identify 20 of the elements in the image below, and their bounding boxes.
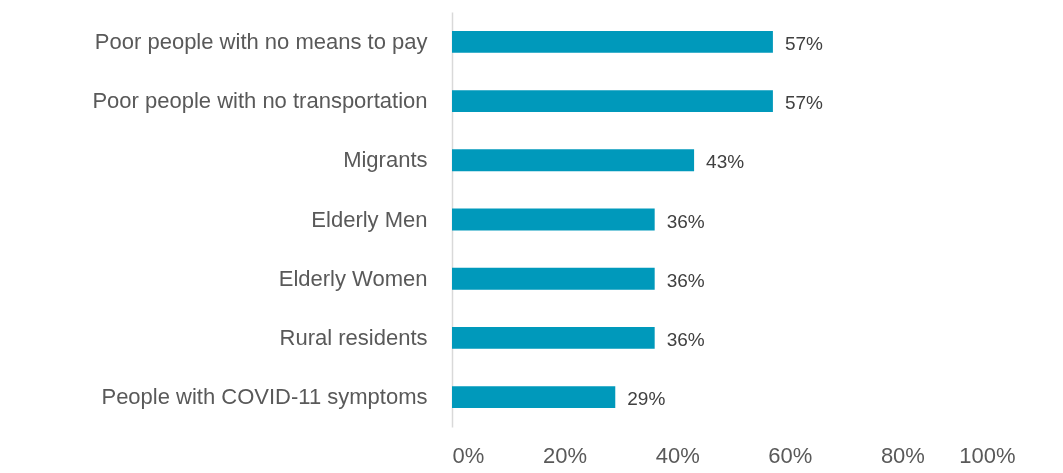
x-tick-label: 40%: [655, 442, 700, 468]
x-tick-label: 20%: [543, 442, 588, 468]
x-tick-label: 60%: [768, 442, 813, 468]
y-tick-label: Poor people with no means to pay: [94, 28, 428, 54]
data-label: 43%: [706, 151, 745, 173]
y-tick-label: Elderly Women: [278, 265, 428, 291]
data-label: 57%: [784, 92, 824, 114]
y-tick-label: Migrants: [343, 147, 428, 173]
data-label: 36%: [666, 269, 705, 291]
y-tick-label: Rural residents: [279, 324, 428, 350]
y-tick-label: Elderly Men: [311, 206, 428, 232]
data-label: 57%: [784, 32, 824, 54]
data-label: 36%: [666, 210, 705, 232]
y-tick-label: Poor people with no transportation: [92, 88, 428, 114]
y-tick-label: People with COVID-11 symptoms: [101, 384, 428, 410]
x-tick-label: 100%: [959, 442, 1016, 468]
x-tick-label: 80%: [880, 442, 925, 468]
x-tick-label: 0%: [452, 442, 485, 468]
data-label: 36%: [666, 328, 705, 350]
data-label: 29%: [627, 388, 666, 410]
